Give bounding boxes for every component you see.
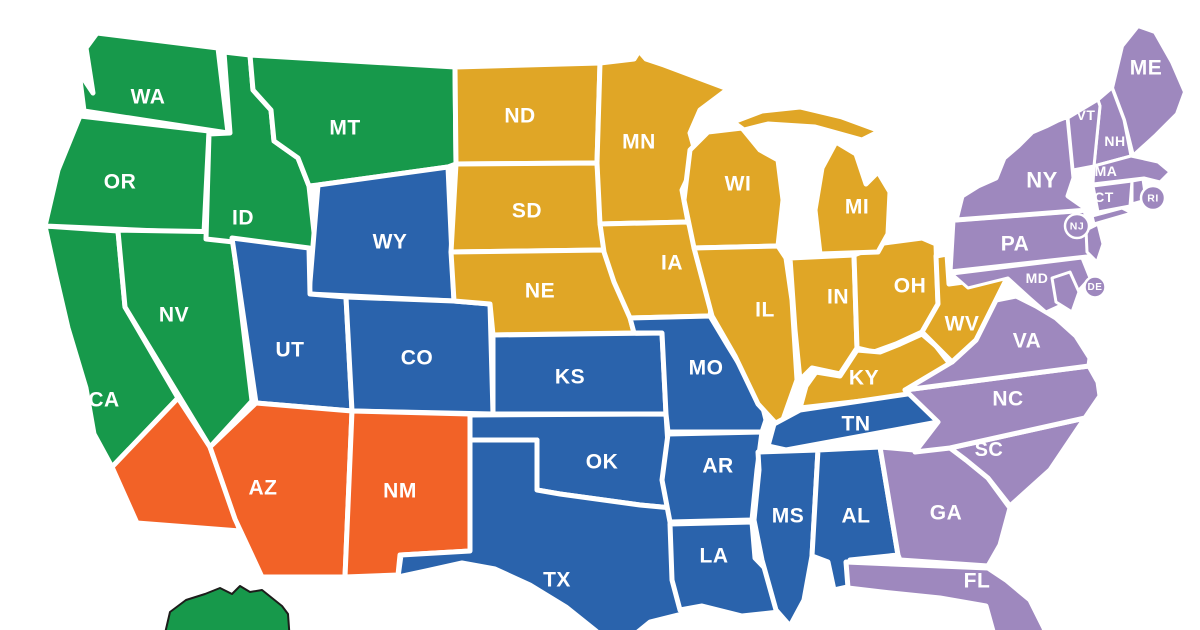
state-ak[interactable] <box>163 585 291 630</box>
state-wy[interactable] <box>306 164 457 304</box>
state-bubble-circle-ri[interactable] <box>1139 184 1167 212</box>
state-ar[interactable] <box>659 429 765 525</box>
state-mi[interactable] <box>812 139 893 257</box>
state-ks[interactable] <box>490 330 669 417</box>
state-la[interactable] <box>667 519 789 619</box>
state-or[interactable] <box>42 113 212 236</box>
state-delmarva[interactable] <box>1050 270 1081 314</box>
state-il[interactable] <box>691 243 800 431</box>
state-tx[interactable] <box>395 437 693 630</box>
state-bubble-ri[interactable]: RI <box>1139 184 1167 212</box>
state-sd[interactable] <box>448 160 607 255</box>
state-bubble-circle-de[interactable] <box>1083 275 1107 299</box>
state-bubble-nj[interactable]: NJ <box>1063 212 1091 240</box>
state-co[interactable] <box>343 294 496 417</box>
state-wi[interactable] <box>681 125 786 251</box>
state-wa[interactable] <box>76 30 231 136</box>
state-ny[interactable] <box>953 113 1091 223</box>
state-ct[interactable] <box>1091 179 1134 214</box>
state-ma[interactable] <box>1091 154 1172 186</box>
state-nc[interactable] <box>902 363 1103 455</box>
state-bubble-circle-nj[interactable] <box>1063 212 1091 240</box>
state-az[interactable] <box>207 400 355 580</box>
state-nd[interactable] <box>452 60 603 167</box>
state-nj[interactable] <box>1084 222 1105 264</box>
state-fl[interactable] <box>843 559 1048 630</box>
state-vt[interactable] <box>1066 98 1102 172</box>
state-mi-up[interactable] <box>730 104 883 143</box>
state-bubble-de[interactable]: DE <box>1083 275 1107 299</box>
